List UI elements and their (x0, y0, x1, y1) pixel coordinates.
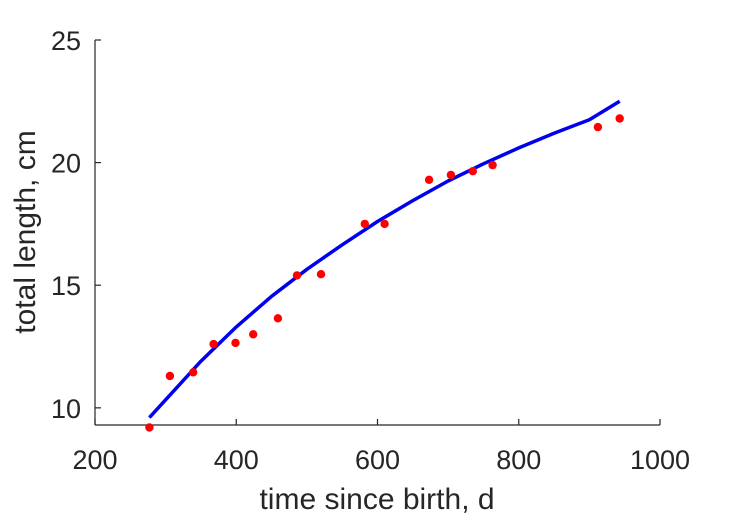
y-tick-label: 25 (51, 26, 81, 56)
data-point (249, 330, 258, 339)
data-point (360, 219, 369, 229)
data-point (316, 270, 326, 279)
x-axis-label: time since birth, d (259, 483, 494, 516)
data-points-layer (145, 114, 624, 432)
fit-curve (148, 99, 621, 419)
x-tick-label: 800 (496, 445, 541, 475)
data-point (209, 339, 218, 349)
y-tick-label: 20 (51, 149, 81, 179)
x-tick-label: 600 (355, 445, 400, 475)
data-point (189, 368, 198, 377)
x-tick-label: 200 (72, 445, 117, 475)
data-point (292, 271, 302, 280)
y-tick-label: 10 (51, 394, 81, 424)
data-point (424, 175, 434, 184)
data-point (165, 371, 175, 381)
x-tick-label: 400 (214, 445, 259, 475)
y-tick-label: 15 (51, 271, 81, 301)
fit-line-layer (148, 99, 621, 419)
x-tick-label: 1000 (630, 445, 690, 475)
data-point (446, 170, 456, 180)
data-point (145, 423, 154, 432)
data-point (488, 160, 497, 170)
data-point (615, 114, 624, 123)
data-point (380, 219, 389, 229)
data-point (593, 122, 603, 132)
y-axis-label: total length, cm (9, 130, 42, 333)
data-point (231, 338, 240, 348)
axes: 200 400 600 800 1000 10 15 20 25 (51, 26, 690, 475)
data-point (468, 167, 477, 176)
data-point (273, 314, 283, 323)
